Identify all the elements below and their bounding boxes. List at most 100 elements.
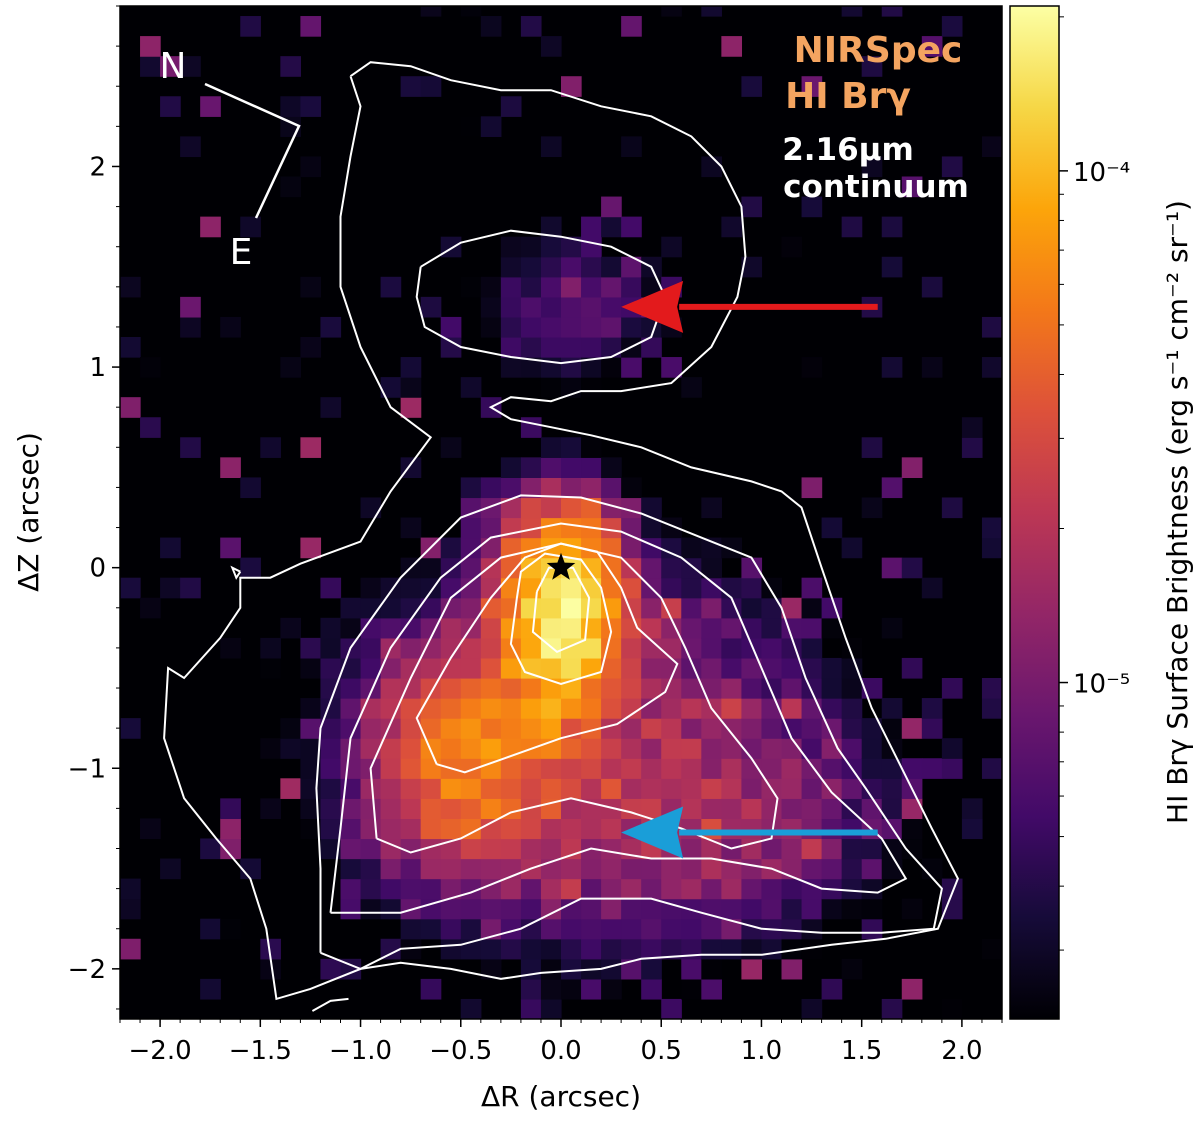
heatmap-cell — [601, 216, 622, 238]
heatmap-cell — [440, 818, 462, 840]
x-tick-label: −2.0 — [129, 1036, 192, 1066]
heatmap-cell — [520, 978, 542, 1000]
heatmap-cell — [821, 778, 843, 799]
heatmap-cell — [340, 677, 362, 699]
heatmap-cell — [881, 6, 903, 17]
heatmap-cell — [641, 698, 662, 719]
heatmap-cell — [621, 898, 642, 920]
heatmap-cell — [821, 738, 843, 759]
heatmap-cell — [601, 758, 622, 779]
heatmap-cell — [721, 36, 743, 57]
heatmap-cell — [540, 316, 562, 338]
heatmap-cell — [200, 978, 221, 1000]
heatmap-cell — [621, 637, 642, 659]
heatmap-cell — [420, 617, 442, 639]
heatmap-cell — [821, 858, 843, 880]
heatmap-cell — [200, 96, 221, 117]
heatmap-cell — [440, 698, 462, 719]
heatmap-cell — [561, 758, 582, 779]
heatmap-cell — [921, 718, 943, 739]
heatmap-cell — [901, 718, 923, 739]
heatmap-cell — [721, 738, 743, 759]
heatmap-cell — [781, 838, 803, 860]
heatmap-cell — [420, 778, 442, 799]
heatmap-cell — [661, 998, 682, 1019]
heatmap-cell — [921, 276, 943, 298]
heatmap-cell — [781, 677, 803, 699]
heatmap-cell — [801, 617, 823, 639]
heatmap-cell — [881, 798, 903, 820]
heatmap-cell — [120, 336, 141, 358]
x-axis: −2.0 −1.5 −1.0 −0.5 0.0 0.5 1.0 1.5 2.0 — [119, 1019, 1003, 1066]
heatmap-cell — [380, 938, 402, 960]
heatmap-cell — [280, 56, 302, 77]
heatmap-cell — [440, 597, 462, 619]
heatmap-cell — [480, 918, 502, 940]
heatmap-cell — [120, 577, 141, 599]
heatmap-cell — [440, 738, 462, 759]
heatmap-cell — [781, 597, 803, 619]
heatmap-cell — [380, 858, 402, 880]
heatmap-cell — [500, 316, 522, 338]
heatmap-cell — [540, 236, 562, 258]
heatmap-cell — [140, 36, 161, 57]
heatmap-cell — [140, 597, 161, 619]
heatmap-cell — [701, 657, 722, 679]
heatmap-cell — [601, 617, 622, 639]
heatmap-cell — [681, 918, 702, 940]
heatmap-cell — [300, 16, 322, 37]
heatmap-cell — [520, 778, 542, 799]
heatmap-cell — [380, 276, 402, 298]
heatmap-cell — [621, 216, 642, 238]
heatmap-cell — [460, 998, 482, 1019]
star-marker — [546, 552, 576, 580]
heatmap-cell — [480, 698, 502, 719]
compass: N E — [160, 46, 301, 273]
heatmap-cell — [721, 577, 743, 599]
heatmap-cell — [120, 878, 141, 900]
heatmap-cell — [500, 758, 522, 779]
heatmap-cell — [561, 818, 582, 840]
heatmap-cell — [761, 798, 783, 820]
heatmap-cell — [641, 718, 662, 739]
heatmap-cell — [781, 958, 803, 980]
heatmap-cell — [380, 738, 402, 759]
heatmap-cell — [781, 938, 803, 960]
heatmap-cell — [581, 818, 602, 840]
heatmap-cell — [480, 858, 502, 880]
heatmap-cell — [561, 477, 582, 499]
heatmap-cell — [260, 738, 281, 759]
heatmap-cell — [561, 798, 582, 820]
heatmap-cell — [520, 517, 542, 539]
heatmap-cell — [581, 256, 602, 278]
heatmap-cell — [701, 677, 722, 699]
heatmap-cell — [480, 938, 502, 960]
heatmap-cell — [641, 978, 662, 1000]
heatmap-cell — [601, 477, 622, 499]
heatmap-cell — [540, 437, 562, 458]
heatmap-cell — [460, 557, 482, 579]
heatmap-cell — [721, 657, 743, 679]
heatmap-cell — [901, 657, 923, 679]
heatmap-cell — [781, 698, 803, 719]
heatmap-cell — [581, 457, 602, 478]
x-axis-label: ΔR (arcsec) — [481, 1080, 641, 1113]
heatmap-cell — [561, 898, 582, 920]
heatmap-cell — [741, 557, 763, 579]
heatmap-cell — [460, 677, 482, 699]
heatmap-cell — [601, 738, 622, 759]
heatmap-cell — [320, 818, 342, 840]
heatmap-cell — [661, 878, 682, 900]
heatmap-cell — [761, 838, 783, 860]
heatmap-cell — [761, 597, 783, 619]
heatmap-cell — [581, 537, 602, 559]
heatmap-cell — [561, 76, 582, 97]
heatmap-cell — [881, 838, 903, 860]
heatmap-cell — [641, 657, 662, 679]
heatmap-cell — [641, 557, 662, 579]
heatmap-cell — [520, 898, 542, 920]
heatmap-cell — [480, 537, 502, 559]
heatmap-cell — [380, 878, 402, 900]
heatmap-cell — [561, 738, 582, 759]
heatmap-cell — [420, 76, 442, 97]
